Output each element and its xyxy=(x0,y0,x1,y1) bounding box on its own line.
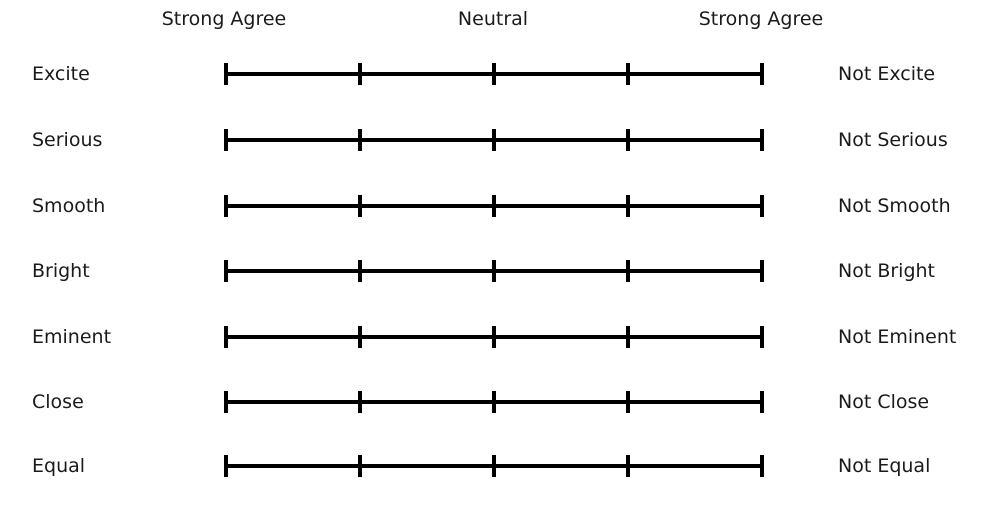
scale-row: Smooth Not Smooth xyxy=(0,186,998,226)
header-center-label: Neutral xyxy=(457,8,529,30)
scale-line-graphic xyxy=(224,260,764,282)
row-left-label: Serious xyxy=(32,129,103,151)
row-right-label: Not Eminent xyxy=(838,326,957,348)
scale-row: Close Not Close xyxy=(0,382,998,422)
row-right-label: Not Smooth xyxy=(838,195,951,217)
rating-scale[interactable] xyxy=(222,128,766,152)
scale-row: Bright Not Bright xyxy=(0,251,998,291)
rating-scale[interactable] xyxy=(222,62,766,86)
row-left-label: Excite xyxy=(32,63,90,85)
rating-scale[interactable] xyxy=(222,454,766,478)
scale-row: Equal Not Equal xyxy=(0,446,998,486)
row-left-label: Equal xyxy=(32,455,86,477)
scale-line-graphic xyxy=(224,455,764,477)
row-left-label: Eminent xyxy=(32,326,112,348)
scale-row: Serious Not Serious xyxy=(0,120,998,160)
rating-scale[interactable] xyxy=(222,390,766,414)
scale-line-graphic xyxy=(224,326,764,348)
row-right-label: Not Close xyxy=(838,391,930,413)
rating-scale[interactable] xyxy=(222,259,766,283)
row-right-label: Not Equal xyxy=(838,455,931,477)
scale-row: Eminent Not Eminent xyxy=(0,317,998,357)
scale-line-graphic xyxy=(224,63,764,85)
row-left-label: Close xyxy=(32,391,84,413)
row-right-label: Not Serious xyxy=(838,129,948,151)
header-left-label: Strong Agree xyxy=(161,8,287,30)
scale-line-graphic xyxy=(224,129,764,151)
scale-line-graphic xyxy=(224,391,764,413)
rating-scale[interactable] xyxy=(222,325,766,349)
header-right-label: Strong Agree xyxy=(698,8,824,30)
row-right-label: Not Bright xyxy=(838,260,936,282)
rating-scale[interactable] xyxy=(222,194,766,218)
row-right-label: Not Excite xyxy=(838,63,936,85)
scale-line-graphic xyxy=(224,195,764,217)
scale-row: Excite Not Excite xyxy=(0,54,998,94)
row-left-label: Bright xyxy=(32,260,90,282)
row-left-label: Smooth xyxy=(32,195,106,217)
